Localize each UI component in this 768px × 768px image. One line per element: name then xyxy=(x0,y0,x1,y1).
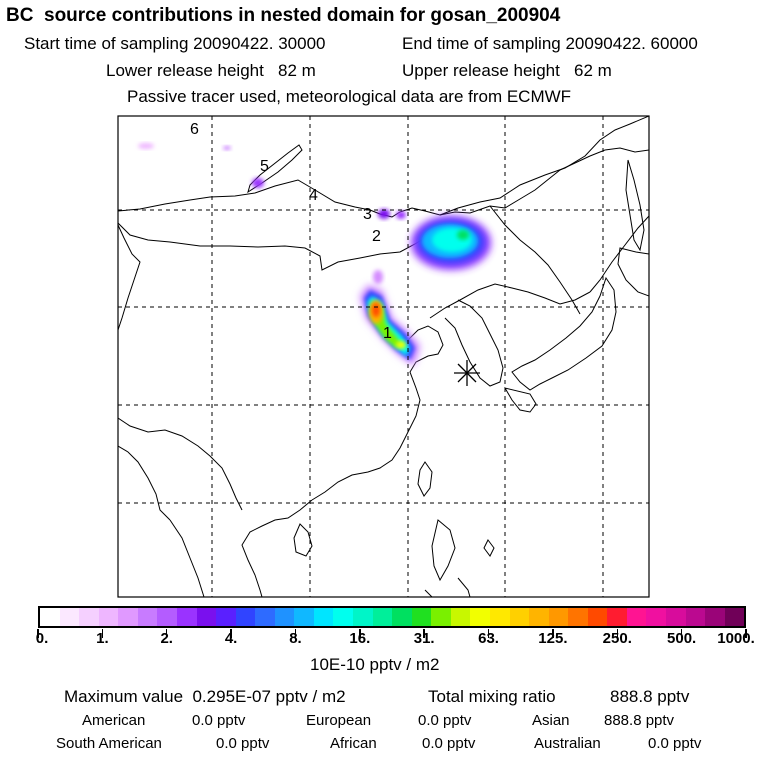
colorbar-segment xyxy=(79,608,99,626)
colorbar-label: 16. xyxy=(349,630,371,647)
colorbar-label: 250. xyxy=(602,630,632,647)
colorbar-label: 63. xyxy=(478,630,499,647)
colorbar-label: 8. xyxy=(289,630,302,647)
colorbar-segment xyxy=(59,608,80,626)
note-label: Passive tracer used, meteorological data… xyxy=(127,87,572,106)
colorbar-segment xyxy=(411,608,432,626)
site-marker-2: 2 xyxy=(372,228,381,245)
category-name: Asian xyxy=(532,712,570,729)
colorbar-segment xyxy=(176,608,197,626)
colorbar-segment xyxy=(666,608,686,626)
site-marker-1: 1 xyxy=(383,325,392,342)
colorbar-tick xyxy=(680,629,683,638)
colorbar-tick xyxy=(165,629,168,638)
category-name: American xyxy=(82,712,146,729)
colorbar-segment xyxy=(489,608,510,626)
colorbar-label: 500. xyxy=(667,630,697,647)
category-value: 0.0 pptv xyxy=(418,712,472,729)
colorbar-segment xyxy=(313,608,334,626)
colorbar-segment xyxy=(353,608,373,626)
colorbar-segment xyxy=(450,608,471,626)
colorbar-segment xyxy=(333,608,353,626)
colorbar-segment xyxy=(685,608,706,626)
colorbar-tick xyxy=(230,629,232,638)
colorbar-label: 1000. xyxy=(717,630,755,647)
colorbar-tick xyxy=(745,629,747,638)
category-name: Australian xyxy=(534,735,601,752)
colorbar-segment xyxy=(216,608,236,626)
colorbar-segment xyxy=(724,608,745,626)
chart-title: BC source contributions in nested domain… xyxy=(6,5,561,26)
max-value-label: Maximum value 0.295E-07 pptv / m2 xyxy=(64,687,346,706)
colorbar-segment xyxy=(548,608,569,626)
colorbar-segment xyxy=(705,608,725,626)
colorbar-tick xyxy=(616,629,619,638)
site-marker-3: 3 xyxy=(363,206,372,223)
colorbar-label: 4. xyxy=(224,630,238,647)
colorbar-unit: 10E-10 pptv / m2 xyxy=(310,655,440,674)
site-marker-4: 4 xyxy=(309,187,318,204)
category-name: European xyxy=(306,712,372,729)
colorbar-segment xyxy=(431,608,451,626)
lat-lon-grid xyxy=(118,116,649,597)
colorbar-segment xyxy=(235,608,256,626)
colorbar-segment xyxy=(509,608,530,626)
colorbar-segment xyxy=(157,608,177,626)
colorbar-segment xyxy=(372,608,393,626)
colorbar-label: 125. xyxy=(538,630,568,647)
colorbar-segment xyxy=(646,608,666,626)
plume-small-patches xyxy=(138,143,406,219)
map-frame xyxy=(117,115,650,598)
colorbar-segment xyxy=(294,608,314,626)
colorbar-tick xyxy=(487,629,490,638)
receptor-star-icon xyxy=(454,360,480,386)
lower-height-label: Lower release height 82 m xyxy=(106,61,316,80)
colorbar-label: 0. xyxy=(35,630,49,647)
colorbar-tick xyxy=(359,629,361,638)
colorbar-segment xyxy=(137,608,158,626)
colorbar-segment xyxy=(568,608,588,626)
plume-gobi xyxy=(411,216,491,270)
total-mixing-label: Total mixing ratio xyxy=(428,687,556,706)
colorbar-segment xyxy=(196,608,217,626)
colorbar-tick xyxy=(423,629,425,638)
end-time-label: End time of sampling 20090422. 60000 xyxy=(402,34,698,53)
colorbar-tick xyxy=(294,629,297,638)
colorbar-tick xyxy=(552,629,554,638)
site-marker-5: 5 xyxy=(260,158,269,175)
colorbar-segment xyxy=(98,608,119,626)
site-marker-6: 6 xyxy=(190,121,199,138)
colorbar-segment xyxy=(607,608,627,626)
colorbar-label: 1. xyxy=(96,630,109,647)
upper-height-label: Upper release height 62 m xyxy=(402,61,612,80)
colorbar-label: 31. xyxy=(413,630,435,647)
category-value: 888.8 pptv xyxy=(604,712,675,729)
colorbar-segment xyxy=(470,608,490,626)
colorbar xyxy=(38,606,746,628)
total-mixing-value: 888.8 pptv xyxy=(610,687,690,706)
colorbar-tick xyxy=(101,629,104,638)
colorbar-segment xyxy=(40,608,60,626)
start-time-label: Start time of sampling 20090422. 30000 xyxy=(24,34,326,53)
category-name: South American xyxy=(56,735,162,752)
colorbar-segment xyxy=(255,608,275,626)
coastline-borders xyxy=(118,116,649,597)
plume-north-china xyxy=(360,270,420,366)
colorbar-segment xyxy=(118,608,138,626)
colorbar-segment xyxy=(529,608,549,626)
colorbar-segment xyxy=(626,608,647,626)
colorbar-segment xyxy=(392,608,412,626)
colorbar-segment xyxy=(587,608,608,626)
category-value: 0.0 pptv xyxy=(216,735,270,752)
category-value: 0.0 pptv xyxy=(648,735,702,752)
colorbar-label: 2. xyxy=(160,630,173,647)
colorbar-segment xyxy=(274,608,295,626)
category-value: 0.0 pptv xyxy=(422,735,476,752)
colorbar-tick xyxy=(37,629,39,638)
category-value: 0.0 pptv xyxy=(192,712,246,729)
category-name: African xyxy=(330,735,377,752)
